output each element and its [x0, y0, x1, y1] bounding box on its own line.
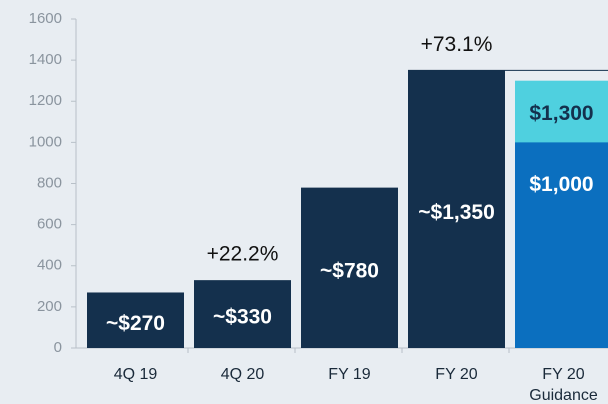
bar: [408, 70, 505, 348]
bar: [87, 292, 184, 348]
x-tick-label: Guidance: [529, 387, 598, 404]
y-tick-label: 0: [54, 339, 62, 356]
y-tick-label: 1200: [29, 92, 62, 109]
value-label: ~$330: [213, 306, 272, 329]
value-label: $1,300: [529, 102, 593, 125]
bar: [301, 187, 398, 348]
guidance-low-bar: [515, 142, 608, 348]
y-tick-label: 600: [37, 216, 62, 233]
y-tick-label: 1600: [29, 10, 62, 27]
value-label: ~$1,350: [418, 201, 495, 224]
y-tick-label: 1000: [29, 133, 62, 150]
bar: [194, 280, 291, 348]
annotation: +73.1%: [421, 33, 493, 56]
x-tick-label: FY 20: [542, 366, 585, 383]
value-label: ~$780: [320, 259, 379, 282]
y-tick-label: 800: [37, 174, 62, 191]
y-tick-label: 400: [37, 257, 62, 274]
y-tick-label: 1400: [29, 51, 62, 68]
x-tick-label: FY 20: [435, 366, 478, 383]
value-label: $1,000: [529, 173, 593, 196]
x-tick-label: 4Q 20: [221, 366, 265, 383]
x-tick-label: FY 19: [328, 366, 371, 383]
y-tick-label: 200: [37, 298, 62, 315]
value-label: ~$270: [106, 312, 165, 335]
x-tick-label: 4Q 19: [114, 366, 158, 383]
annotation: +22.2%: [207, 243, 279, 266]
